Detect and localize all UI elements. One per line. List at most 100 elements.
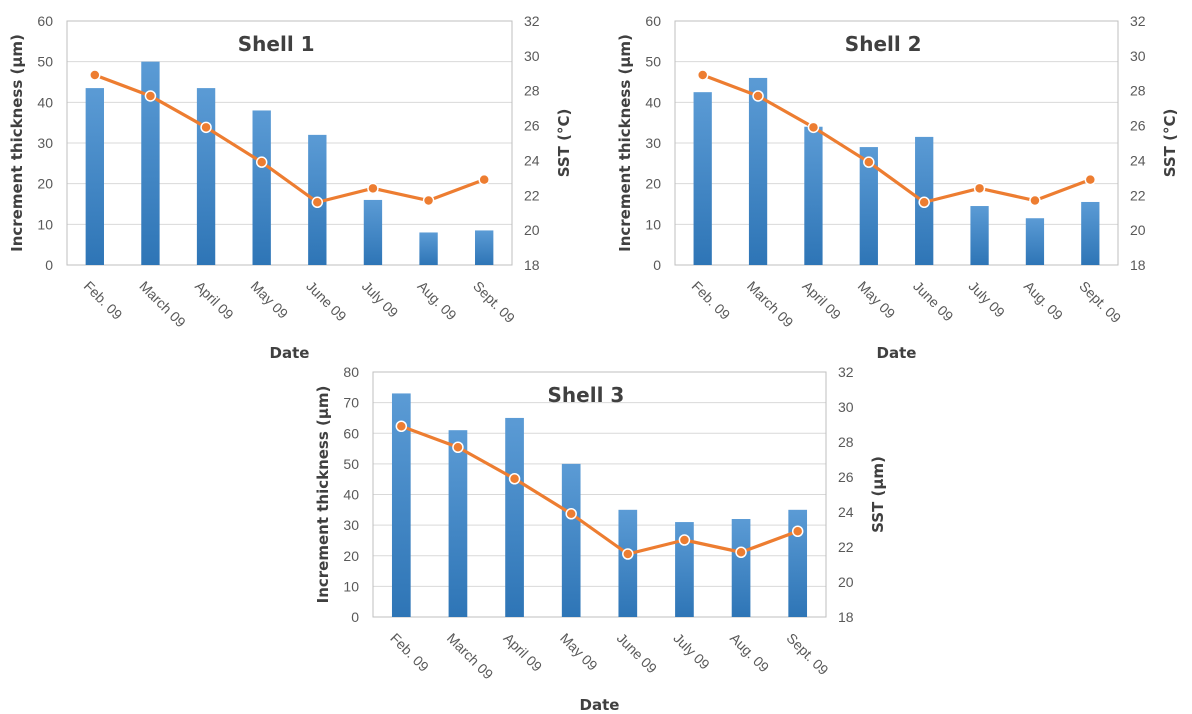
sst-point xyxy=(973,182,986,195)
y2-tick-label: 18 xyxy=(1130,257,1146,273)
y-tick-label: 50 xyxy=(343,456,359,472)
sst-point xyxy=(1084,173,1097,186)
y-tick-label: 40 xyxy=(343,487,359,503)
sst-point xyxy=(508,473,521,485)
chart-shell-2: 0 10 20 30 40 50 60 18 20 22 24 26 28 30 32 Feb. 09 Marc… xyxy=(616,13,1179,362)
bar xyxy=(804,126,823,265)
y-tick-label: 0 xyxy=(653,257,661,273)
sst-point xyxy=(622,548,634,560)
chart-title: Shell 2 xyxy=(845,32,922,56)
y-axis-title: Increment thickness (µm) xyxy=(8,34,26,252)
x-axis-title: Date xyxy=(580,696,620,714)
y2-tick-label: 26 xyxy=(1130,118,1146,134)
plot-frame xyxy=(372,371,827,618)
y-tick-label: 30 xyxy=(343,517,359,533)
x-tick-label: Sept. 09 xyxy=(470,278,518,326)
y2-tick-label: 18 xyxy=(524,257,540,273)
y2-tick-label: 30 xyxy=(1130,48,1146,64)
x-tick-label: April 09 xyxy=(500,630,545,675)
sst-point xyxy=(255,156,268,168)
y2-tick-label: 24 xyxy=(524,152,540,168)
y2-tick-label: 28 xyxy=(524,83,540,99)
bar xyxy=(141,61,160,265)
x-tick-label: Aug. 09 xyxy=(1021,278,1067,324)
x-tick-label: June 09 xyxy=(303,278,350,325)
sst-point xyxy=(1029,194,1041,207)
sst-line xyxy=(94,73,485,204)
x-axis-title: Date xyxy=(270,344,310,362)
bar xyxy=(391,393,411,617)
sst-point xyxy=(478,173,490,186)
x-tick-label: July 09 xyxy=(670,630,713,673)
x-axis-title: Date xyxy=(877,344,917,362)
sst-line xyxy=(400,424,799,556)
y-tick-label: 50 xyxy=(645,54,661,70)
bar xyxy=(1081,201,1100,265)
chart-shell-1: 0 10 20 30 40 50 60 18 20 22 24 26 28 30 32 Feb. 09 Marc… xyxy=(8,13,573,362)
x-tick-label: June 09 xyxy=(614,630,661,677)
x-tick-label: Feb. 09 xyxy=(689,278,734,323)
chart-title: Shell 1 xyxy=(238,32,315,56)
bar xyxy=(1025,218,1045,265)
y2-tick-label: 26 xyxy=(838,469,854,485)
chart-title: Shell 3 xyxy=(548,383,625,407)
plot-frame xyxy=(66,20,513,266)
sst-point xyxy=(863,156,875,168)
y-tick-label: 60 xyxy=(645,13,661,29)
sst-point xyxy=(918,196,930,209)
y2-tick-label: 22 xyxy=(838,539,854,555)
y2-axis-title: SST (°C) xyxy=(555,109,573,178)
y2-tick-label: 18 xyxy=(838,609,854,625)
sst-line xyxy=(702,73,1091,204)
y2-tick-label: 20 xyxy=(524,222,540,238)
y-tick-label: 60 xyxy=(37,13,53,29)
x-tick-label: May 09 xyxy=(248,278,292,322)
bar xyxy=(85,88,104,265)
y-tick-label: 20 xyxy=(37,176,53,192)
y-tick-label: 40 xyxy=(37,94,53,110)
y2-tick-label: 30 xyxy=(524,48,540,64)
bar xyxy=(196,88,216,265)
sst-point xyxy=(565,508,577,520)
bar xyxy=(475,230,494,265)
x-tick-label: March 09 xyxy=(136,278,189,331)
y-tick-label: 40 xyxy=(645,94,661,110)
sst-point xyxy=(89,69,101,81)
y-tick-label: 20 xyxy=(645,176,661,192)
sst-point xyxy=(144,90,157,102)
bar xyxy=(618,509,638,617)
y2-tick-label: 28 xyxy=(838,434,854,450)
x-tick-label: Feb. 09 xyxy=(81,278,126,323)
bar xyxy=(363,199,383,265)
bar xyxy=(748,77,768,265)
bar xyxy=(970,206,989,265)
y-tick-label: 10 xyxy=(645,216,661,232)
y-tick-label: 30 xyxy=(645,135,661,151)
y-tick-label: 10 xyxy=(343,578,359,594)
sst-point xyxy=(452,441,464,453)
x-tick-label: April 09 xyxy=(799,278,844,323)
y-tick-label: 10 xyxy=(37,216,53,232)
y2-tick-label: 22 xyxy=(524,187,540,203)
sst-point xyxy=(422,194,435,207)
y2-tick-label: 24 xyxy=(838,504,854,520)
sst-point xyxy=(696,69,709,81)
x-tick-label: June 09 xyxy=(910,278,957,325)
x-tick-label: May 09 xyxy=(855,278,899,322)
y2-tick-label: 32 xyxy=(838,364,854,380)
x-tick-label: July 09 xyxy=(359,278,402,321)
sst-point xyxy=(678,534,691,546)
bar xyxy=(788,509,808,617)
bar xyxy=(419,232,438,265)
sst-point xyxy=(752,90,764,102)
sst-point xyxy=(395,420,408,432)
bar xyxy=(675,522,694,617)
sst-point xyxy=(735,546,747,558)
y2-tick-label: 20 xyxy=(1130,222,1146,238)
x-tick-label: March 09 xyxy=(444,630,497,683)
y2-tick-label: 32 xyxy=(1130,13,1146,29)
plot-frame xyxy=(674,20,1119,266)
y2-axis-title: SST (µm) xyxy=(869,456,887,533)
x-tick-label: April 09 xyxy=(192,278,237,323)
